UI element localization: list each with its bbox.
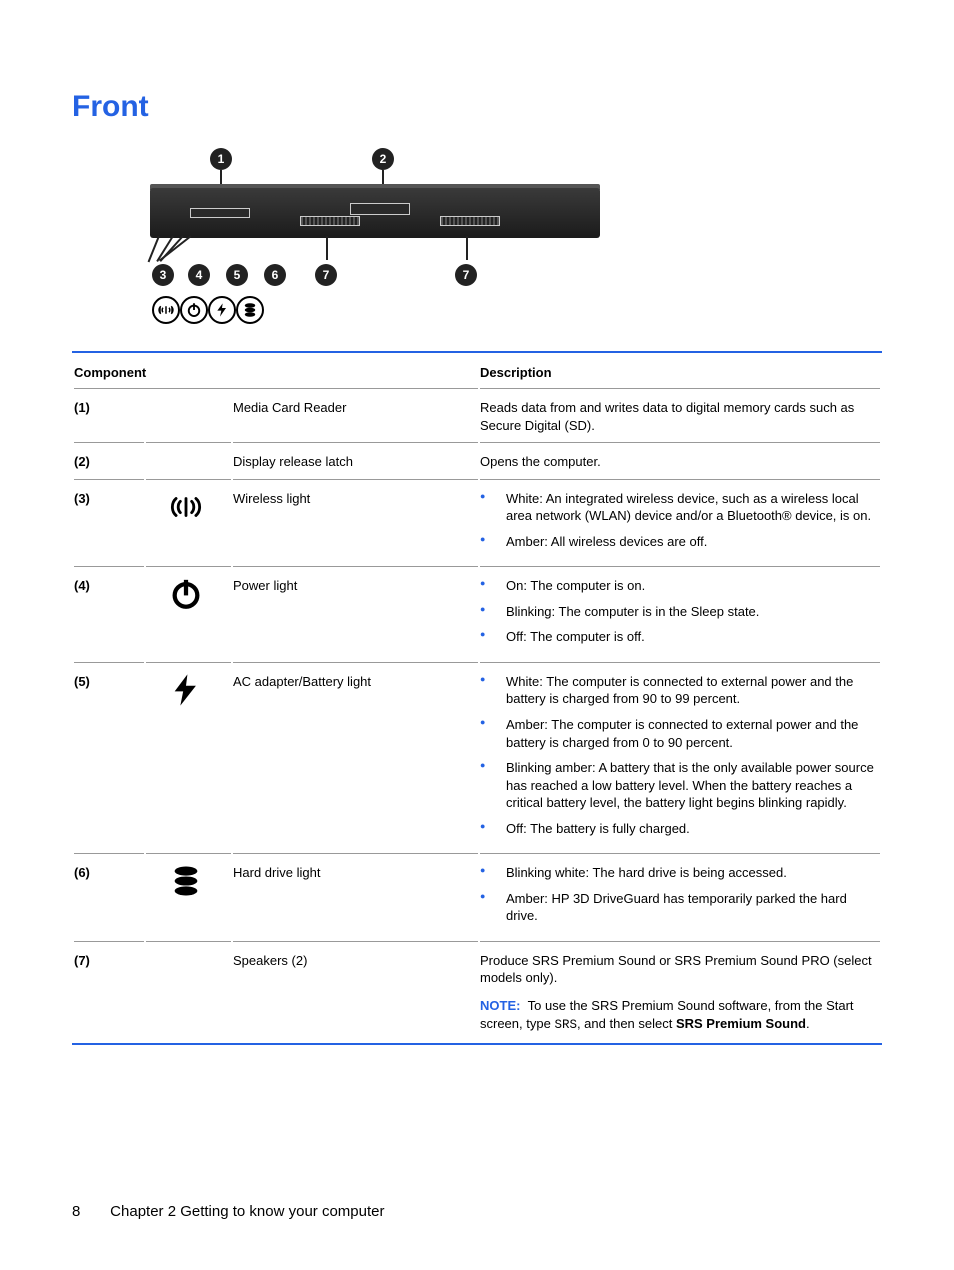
table-row: (4) Power lightOn: The computer is on. Bli… [74,569,880,663]
callout-1: 1 [210,148,232,170]
row-number: (6) [74,856,144,942]
speaker-left [300,216,360,226]
page-number: 8 [72,1203,106,1220]
row-number: (2) [74,445,144,480]
component-name: Speakers (2) [233,944,478,1042]
page-footer: 8 Chapter 2 Getting to know your compute… [72,1203,384,1220]
header-component: Component [74,355,478,389]
row-number: (5) [74,665,144,854]
bullet-item: Blinking: The computer is in the Sleep s… [480,603,874,621]
wireless-icon [146,482,231,568]
callout-5: 5 [226,264,248,286]
bullet-item: On: The computer is on. [480,577,874,595]
callout-2: 2 [372,148,394,170]
component-description: Reads data from and writes data to digit… [480,391,880,443]
component-name: Media Card Reader [233,391,478,443]
component-description: Opens the computer. [480,445,880,480]
table-row: (1) Media Card ReaderReads data from and … [74,391,880,443]
bullet-item: Blinking white: The hard drive is being … [480,864,874,882]
hdd-icon [146,856,231,942]
bullet-item: Amber: All wireless devices are off. [480,533,874,551]
bullet-item: White: The computer is connected to exte… [480,673,874,708]
row-number: (3) [74,482,144,568]
no-icon [146,445,231,480]
header-description: Description [480,355,880,389]
speaker-right [440,216,500,226]
component-description: On: The computer is on. Blinking: The com… [480,569,880,663]
table-row: (3) Wireless lightWhite: An integrated wi… [74,482,880,568]
no-icon [146,391,231,443]
row-number: (7) [74,944,144,1042]
callout-7b: 7 [455,264,477,286]
component-description: Produce SRS Premium Sound or SRS Premium… [480,944,880,1042]
row-number: (1) [74,391,144,443]
callout-6: 6 [264,264,286,286]
table-row: (5) AC adapter/Battery lightWhite: The co… [74,665,880,854]
callout-4: 4 [188,264,210,286]
bullet-item: White: An integrated wireless device, su… [480,490,874,525]
component-name: Wireless light [233,482,478,568]
bullet-item: Amber: HP 3D DriveGuard has temporarily … [480,890,874,925]
callout-7a: 7 [315,264,337,286]
table-row: (2) Display release latchOpens the comput… [74,445,880,480]
component-description: White: The computer is connected to exte… [480,665,880,854]
diagram-icon-row [152,296,264,324]
front-diagram: 1 2 3 4 5 6 7 7 [150,148,620,333]
component-name: Display release latch [233,445,478,480]
wireless-icon [152,296,180,324]
bullet-item: Off: The battery is fully charged. [480,820,874,838]
table-row: (7) Speakers (2)Produce SRS Premium Sound… [74,944,880,1042]
release-latch [350,203,410,215]
page-title: Front [72,90,882,124]
leader [466,236,468,260]
note: NOTE: To use the SRS Premium Sound softw… [480,997,874,1033]
bullet-item: Amber: The computer is connected to exte… [480,716,874,751]
component-description: White: An integrated wireless device, su… [480,482,880,568]
component-description: Blinking white: The hard drive is being … [480,856,880,942]
table-row: (6) Hard drive lightBlinking white: The h… [74,856,880,942]
component-name: Hard drive light [233,856,478,942]
hdd-icon [236,296,264,324]
bolt-icon [146,665,231,854]
callout-3: 3 [152,264,174,286]
component-table: Component Description (1) Media Card Read… [72,351,882,1045]
bullet-item: Off: The computer is off. [480,628,874,646]
power-icon [180,296,208,324]
row-number: (4) [74,569,144,663]
card-reader-slot [190,208,250,218]
leader [326,236,328,260]
bullet-item: Blinking amber: A battery that is the on… [480,759,874,812]
component-name: AC adapter/Battery light [233,665,478,854]
bolt-icon [208,296,236,324]
power-icon [146,569,231,663]
chapter-label: Chapter 2 Getting to know your computer [110,1203,384,1220]
component-name: Power light [233,569,478,663]
no-icon [146,944,231,1042]
